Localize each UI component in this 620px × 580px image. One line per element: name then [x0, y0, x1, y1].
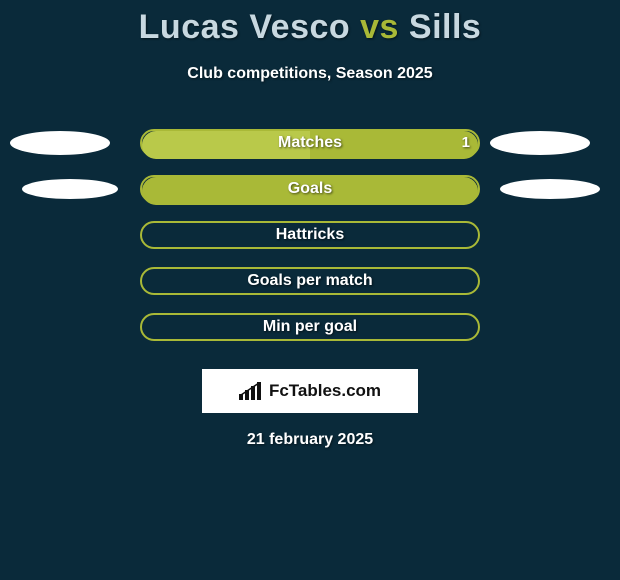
stat-bar: Goals: [140, 175, 480, 203]
stat-bar: Hattricks: [140, 221, 480, 249]
stat-value-right: 1: [462, 129, 470, 157]
stat-bar: Matches: [140, 129, 480, 157]
comparison-title: Lucas Vesco vs Sills: [0, 0, 620, 47]
brand-logo-box: FcTables.com: [202, 369, 418, 413]
ellipse-right: [500, 179, 600, 199]
stat-row: Goals: [0, 171, 620, 217]
subtitle: Club competitions, Season 2025: [0, 65, 620, 83]
stat-bar: Goals per match: [140, 267, 480, 295]
ellipse-right: [490, 131, 590, 155]
stat-label: Hattricks: [276, 226, 344, 244]
stat-label: Matches: [278, 134, 342, 152]
ellipse-left: [10, 131, 110, 155]
stats-rows: Matches 1 Goals Hattricks Goals per match Min…: [0, 125, 620, 355]
player2-name: Sills: [409, 8, 481, 46]
stat-row: Min per goal: [0, 309, 620, 355]
player1-name: Lucas Vesco: [139, 8, 351, 46]
bars-icon: [239, 382, 263, 400]
brand-text: FcTables.com: [269, 381, 381, 401]
stat-bar: Min per goal: [140, 313, 480, 341]
vs-label: vs: [360, 8, 399, 46]
stat-label: Min per goal: [263, 318, 357, 336]
stat-row: Goals per match: [0, 263, 620, 309]
stat-row: Hattricks: [0, 217, 620, 263]
ellipse-left: [22, 179, 118, 199]
stat-row: Matches 1: [0, 125, 620, 171]
footer-date: 21 february 2025: [0, 431, 620, 449]
stat-label: Goals per match: [247, 272, 372, 290]
stat-label: Goals: [288, 180, 332, 198]
